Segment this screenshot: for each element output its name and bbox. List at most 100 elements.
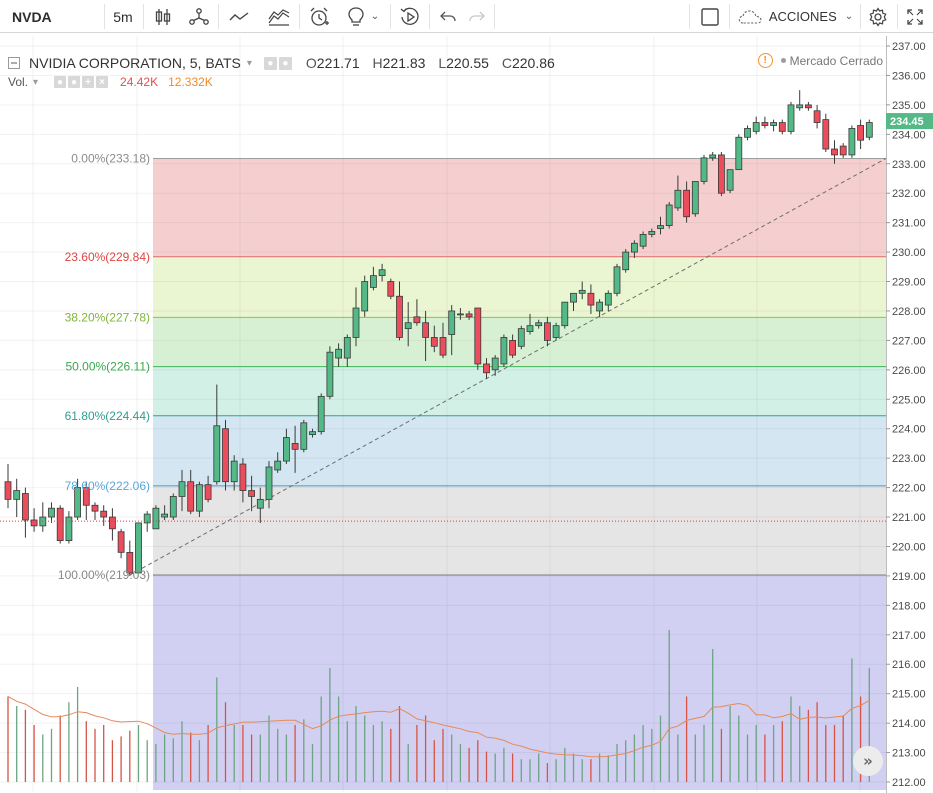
- fullscreen-button[interactable]: [899, 0, 931, 33]
- candle: [317, 393, 325, 435]
- collapse-legend-button[interactable]: [8, 57, 20, 69]
- indicators-icon: [229, 11, 249, 20]
- compare-button[interactable]: [182, 0, 216, 33]
- candle-body: [422, 322, 430, 338]
- candle-body: [65, 516, 73, 541]
- candle-body: [117, 531, 125, 553]
- candle-body: [396, 295, 403, 338]
- replay-icon: [400, 7, 419, 25]
- indicators-button[interactable]: [222, 0, 256, 33]
- bar-style-button[interactable]: [147, 0, 179, 33]
- scroll-to-realtime-button[interactable]: »: [853, 746, 883, 776]
- candle: [239, 458, 247, 503]
- candle-body: [387, 281, 395, 297]
- candle-body: [796, 104, 804, 109]
- toolbar-divider: [299, 4, 300, 29]
- candle: [622, 249, 630, 273]
- price-tick-label: 224.00: [892, 424, 926, 436]
- candle: [709, 151, 717, 161]
- candle: [74, 478, 81, 520]
- candle: [291, 425, 299, 473]
- candle-body: [30, 519, 38, 527]
- settings-icon[interactable]: ●: [68, 76, 81, 88]
- candle: [683, 181, 690, 223]
- status-dot: [780, 58, 786, 63]
- candle: [309, 428, 316, 438]
- fib-fills: [153, 158, 886, 790]
- redo-button[interactable]: [463, 0, 491, 33]
- candle: [213, 384, 221, 485]
- candle: [700, 154, 708, 185]
- interval-button[interactable]: 5m: [104, 0, 142, 33]
- settings-icon[interactable]: ●: [278, 56, 292, 70]
- alert-button[interactable]: [303, 0, 335, 33]
- candle: [152, 505, 160, 530]
- candle-body: [544, 322, 551, 341]
- candle-body: [813, 110, 821, 123]
- candle-body: [291, 443, 299, 450]
- eye-icon[interactable]: ●: [263, 56, 277, 70]
- templates-button[interactable]: [262, 0, 296, 33]
- candle: [752, 116, 760, 135]
- price-tick-label: 234.00: [892, 129, 926, 141]
- replay-button[interactable]: [394, 0, 426, 33]
- candle-body: [126, 551, 134, 574]
- fib-level-label: 61.80%(224.44): [65, 409, 150, 423]
- candle: [848, 125, 856, 158]
- candle: [187, 469, 195, 515]
- actions-menu-button[interactable]: ACCIONES ⌄: [730, 0, 860, 33]
- fib-level-label: 78.60%(222.06): [65, 479, 150, 493]
- candle-body: [578, 289, 586, 294]
- templates-icon: [268, 8, 290, 26]
- candle: [265, 461, 273, 509]
- candles-style-icon: [155, 8, 171, 25]
- candle-body: [274, 460, 282, 471]
- chevron-down-icon[interactable]: ▾: [33, 76, 39, 88]
- settings-button[interactable]: [862, 0, 894, 33]
- volume-ma-line: [7, 696, 870, 758]
- eye-icon[interactable]: ●: [54, 76, 67, 88]
- candle-body: [639, 234, 647, 247]
- candle: [248, 475, 256, 512]
- undo-button[interactable]: [433, 0, 463, 33]
- candle: [204, 475, 212, 503]
- candle: [761, 116, 769, 129]
- market-status: ! Mercado Cerrado: [757, 53, 883, 68]
- chevron-down-icon[interactable]: ▾: [246, 57, 252, 69]
- price-tick-label: 212.00: [892, 777, 926, 789]
- price-tick-label: 236.00: [892, 70, 926, 82]
- candle: [787, 101, 795, 135]
- layout-button[interactable]: [693, 0, 727, 33]
- candle: [230, 455, 238, 491]
- candle: [474, 307, 482, 370]
- candle-body: [744, 128, 751, 138]
- chart-area[interactable]: 0.00%(233.18) 23.60%(229.84) 38.20%(227.78…: [0, 36, 933, 793]
- candle-body: [430, 337, 438, 347]
- price-tick-label: 223.00: [892, 453, 926, 465]
- candle: [39, 502, 47, 532]
- candle: [491, 355, 499, 376]
- candle: [30, 508, 38, 532]
- fib-zone: [153, 366, 886, 416]
- close-icon[interactable]: ×: [96, 76, 109, 88]
- candle: [456, 308, 464, 320]
- candle-body: [178, 481, 186, 497]
- price-chart[interactable]: 0.00%(233.18) 23.60%(229.84) 38.20%(227.78…: [0, 36, 933, 793]
- candle-body: [631, 242, 638, 253]
- toolbar-divider: [104, 4, 105, 29]
- add-icon[interactable]: +: [82, 76, 95, 88]
- candle: [300, 419, 308, 453]
- price-tick-label: 220.00: [892, 541, 926, 553]
- ideas-button[interactable]: ⌄: [340, 0, 386, 33]
- candle-body: [265, 466, 273, 500]
- candle: [161, 505, 169, 520]
- candle-body: [805, 104, 812, 109]
- ohlc-values: O221.71 H221.83 L220.55 C220.86: [306, 55, 564, 71]
- warning-icon[interactable]: !: [757, 53, 773, 68]
- candle: [639, 231, 647, 250]
- candle: [48, 502, 55, 523]
- symbol-search-button[interactable]: NVDA: [0, 0, 104, 33]
- fib-trend-line: [129, 158, 887, 576]
- candle-body: [848, 128, 856, 156]
- candle-body: [56, 507, 64, 541]
